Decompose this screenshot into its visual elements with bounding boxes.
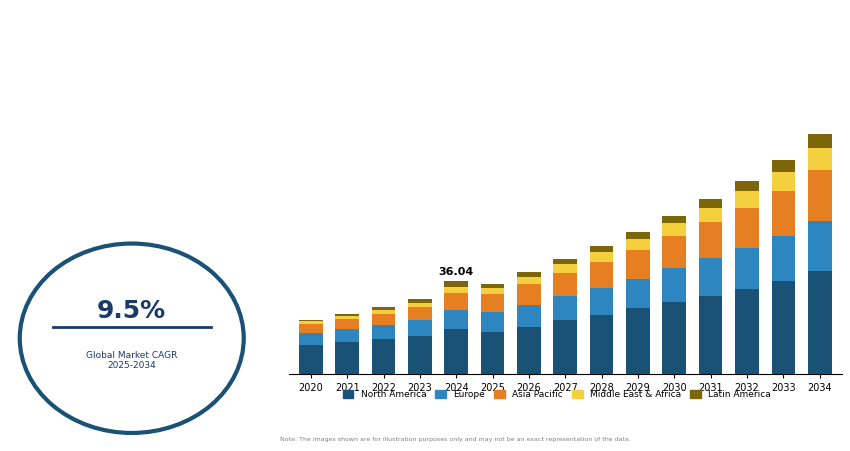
Bar	[553, 320, 577, 374]
Bar	[371, 340, 395, 374]
Bar	[336, 329, 359, 342]
Text: P✶LARIS: P✶LARIS	[95, 37, 168, 53]
Bar	[336, 342, 359, 374]
Bar	[445, 310, 468, 329]
Bar	[481, 332, 504, 374]
Bar	[808, 271, 831, 374]
Bar	[735, 289, 759, 374]
Bar	[408, 299, 432, 303]
Bar	[662, 216, 686, 223]
Bar	[699, 295, 722, 374]
Bar	[626, 308, 649, 374]
Bar	[626, 232, 649, 239]
Bar	[735, 248, 759, 289]
Text: Source: www.polarismarketresearch.com: Source: www.polarismarketresearch.com	[67, 437, 196, 442]
Text: 9.5%: 9.5%	[97, 299, 167, 323]
Bar	[590, 252, 614, 262]
Bar	[662, 223, 686, 236]
Text: Global Market CAGR
2025-2034: Global Market CAGR 2025-2034	[86, 351, 178, 371]
Bar	[699, 199, 722, 208]
Bar	[445, 329, 468, 374]
Bar	[445, 281, 468, 286]
Bar	[517, 285, 541, 304]
Ellipse shape	[20, 244, 244, 433]
Bar	[481, 284, 504, 288]
Bar	[408, 303, 432, 307]
Bar	[481, 294, 504, 313]
Bar	[445, 293, 468, 310]
Bar	[553, 273, 577, 295]
Bar	[735, 208, 759, 248]
Text: Note: The images shown are for illustration purposes only and may not be an exac: Note: The images shown are for illustrat…	[280, 437, 632, 442]
Bar	[553, 264, 577, 273]
Bar	[371, 307, 395, 310]
Text: MARKET RESEARCH: MARKET RESEARCH	[94, 72, 169, 81]
Bar	[626, 279, 649, 308]
Bar	[772, 160, 795, 171]
Bar	[735, 191, 759, 208]
Bar	[336, 313, 359, 316]
Bar	[626, 239, 649, 250]
Bar	[808, 148, 831, 170]
Bar	[445, 286, 468, 293]
Bar	[626, 250, 649, 279]
Bar	[553, 295, 577, 320]
Bar	[517, 304, 541, 327]
Bar	[699, 208, 722, 222]
Bar	[517, 272, 541, 277]
Bar	[699, 222, 722, 258]
Bar	[408, 307, 432, 320]
Bar	[408, 336, 432, 374]
Bar	[808, 221, 831, 271]
Bar	[371, 310, 395, 313]
Bar	[662, 302, 686, 374]
Bar	[772, 281, 795, 374]
Text: Advanced Driver Assistance Systems (ADAS) Market: Advanced Driver Assistance Systems (ADAS…	[275, 15, 724, 30]
Bar	[299, 322, 323, 324]
Bar	[590, 315, 614, 374]
Bar	[590, 288, 614, 315]
Bar	[735, 181, 759, 191]
Bar	[662, 236, 686, 268]
Bar	[481, 313, 504, 332]
Text: 36.04: 36.04	[439, 267, 473, 277]
Bar	[590, 246, 614, 252]
Bar	[371, 325, 395, 340]
Bar	[517, 277, 541, 285]
Bar	[517, 327, 541, 374]
Bar	[772, 191, 795, 236]
Bar	[336, 316, 359, 319]
Bar	[808, 134, 831, 148]
Text: The global advanced driver
assistance systems
market is estimated to reach
88.92: The global advanced driver assistance sy…	[60, 133, 204, 178]
Bar	[590, 262, 614, 288]
Bar	[299, 345, 323, 374]
Text: Size, By Region, 2020 - 2034 (USD Billion): Size, By Region, 2020 - 2034 (USD Billio…	[275, 56, 509, 66]
Bar	[772, 171, 795, 191]
Bar	[772, 236, 795, 281]
Bar	[699, 258, 722, 295]
Bar	[299, 324, 323, 333]
Legend: North America, Europe, Asia Pacific, Middle East & Africa, Latin America: North America, Europe, Asia Pacific, Mid…	[339, 387, 774, 403]
Bar	[808, 170, 831, 221]
Bar	[553, 258, 577, 264]
Bar	[299, 320, 323, 322]
Bar	[408, 320, 432, 336]
Bar	[481, 288, 504, 294]
Bar	[299, 333, 323, 345]
Bar	[336, 319, 359, 329]
Bar	[662, 268, 686, 302]
Bar	[371, 313, 395, 325]
